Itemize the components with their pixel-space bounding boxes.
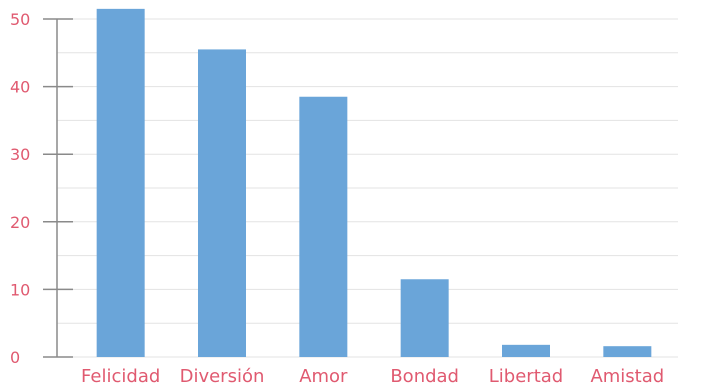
bars xyxy=(96,8,652,358)
y-tick-label: 40 xyxy=(10,78,30,97)
x-tick-label: Amistad xyxy=(590,366,664,387)
bar xyxy=(96,8,145,358)
y-tick-label: 50 xyxy=(10,10,30,29)
y-tick-label: 0 xyxy=(10,348,20,367)
gridlines xyxy=(57,18,678,358)
x-tick-label: Amor xyxy=(299,366,348,387)
bar xyxy=(502,344,550,357)
bar xyxy=(603,346,652,357)
x-axis-labels: Felicidad Diversión Amor Bondad Libertad Amis… xyxy=(81,366,664,387)
y-tick-label: 10 xyxy=(10,280,30,299)
x-tick-label: Diversión xyxy=(180,366,265,387)
x-tick-label: Felicidad xyxy=(81,366,160,387)
bar xyxy=(400,279,449,357)
y-axis: 0 10 20 30 40 50 xyxy=(10,10,73,367)
y-tick-label: 30 xyxy=(10,145,30,164)
y-tick-label: 20 xyxy=(10,213,30,232)
x-tick-label: Libertad xyxy=(489,366,563,387)
bar xyxy=(198,49,246,358)
bar xyxy=(299,96,348,358)
x-tick-label: Bondad xyxy=(390,366,459,387)
